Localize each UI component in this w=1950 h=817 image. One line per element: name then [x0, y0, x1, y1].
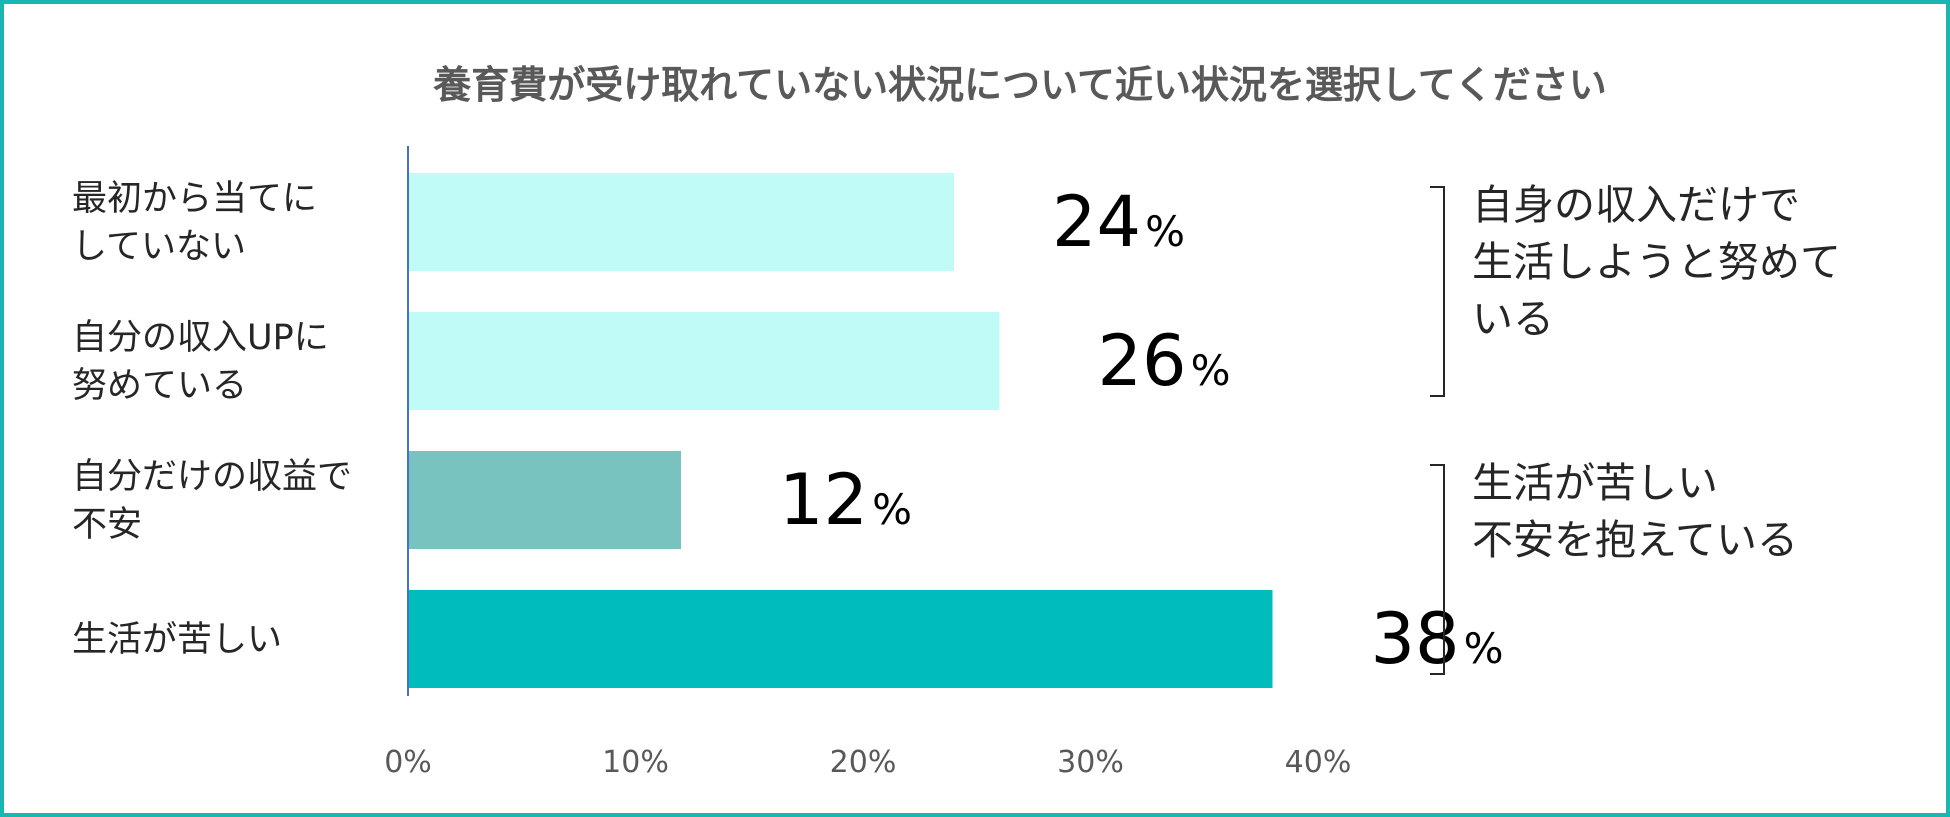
x-tick-label: 0%: [384, 745, 432, 780]
category-labels: 最初から当てにしていない自分の収入UPに努めている自分だけの収益で不安生活が苦し…: [72, 179, 352, 660]
value-label: 24%: [1052, 181, 1185, 263]
category-label: 自分の収入UPに努めている: [72, 318, 329, 406]
category-label: 自分だけの収益で不安: [72, 457, 352, 545]
bar-2: [408, 451, 681, 549]
chart-title: 養育費が受け取れていない状況について近い状況を選択してください: [433, 63, 1606, 107]
value-label: 12%: [779, 459, 912, 541]
bars: [408, 173, 1273, 688]
x-axis-ticks: 0% 10% 20% 30% 40%: [384, 745, 1351, 780]
bar-0: [408, 173, 954, 271]
bar-3: [408, 590, 1273, 688]
category-label: 最初から当てにしていない: [72, 179, 317, 267]
x-tick-label: 20%: [830, 745, 897, 780]
x-tick-label: 30%: [1057, 745, 1124, 780]
group-bracket: [1430, 464, 1445, 675]
x-tick-label: 10%: [602, 745, 669, 780]
x-tick-label: 40%: [1285, 745, 1352, 780]
value-label: 38%: [1371, 598, 1504, 680]
category-label: 生活が苦しい: [72, 620, 282, 660]
group-bracket: [1430, 186, 1445, 397]
bar-1: [408, 312, 1000, 410]
value-label: 26%: [1098, 320, 1231, 402]
group-label: 生活が苦しい不安を抱えている: [1472, 459, 1798, 564]
group-label: 自身の収入だけで生活しようと努めている: [1472, 181, 1841, 343]
